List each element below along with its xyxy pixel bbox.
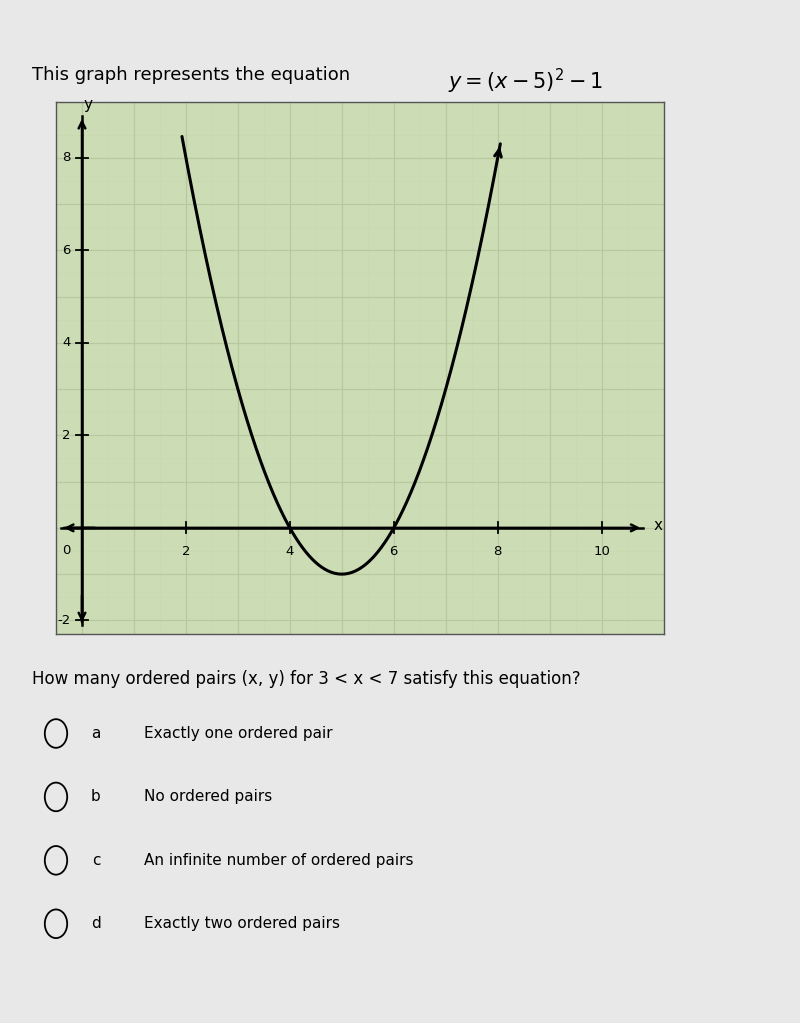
- Text: 6: 6: [62, 243, 70, 257]
- Text: This graph represents the equation: This graph represents the equation: [32, 66, 350, 85]
- Text: 2: 2: [62, 429, 70, 442]
- Text: d: d: [91, 917, 101, 931]
- Text: 4: 4: [286, 545, 294, 559]
- Text: 8: 8: [494, 545, 502, 559]
- Text: How many ordered pairs (x, y) for 3 < x < 7 satisfy this equation?: How many ordered pairs (x, y) for 3 < x …: [32, 670, 581, 688]
- Text: c: c: [92, 853, 100, 868]
- Text: No ordered pairs: No ordered pairs: [144, 790, 272, 804]
- Text: x: x: [654, 518, 662, 533]
- Text: 0: 0: [62, 544, 70, 558]
- Text: $y = (x-5)^2 - 1$: $y = (x-5)^2 - 1$: [448, 66, 603, 96]
- Text: 2: 2: [182, 545, 190, 559]
- Text: 4: 4: [62, 337, 70, 349]
- Text: Exactly two ordered pairs: Exactly two ordered pairs: [144, 917, 340, 931]
- Text: b: b: [91, 790, 101, 804]
- Text: An infinite number of ordered pairs: An infinite number of ordered pairs: [144, 853, 414, 868]
- Text: 8: 8: [62, 151, 70, 165]
- Text: Exactly one ordered pair: Exactly one ordered pair: [144, 726, 333, 741]
- Text: 6: 6: [390, 545, 398, 559]
- Text: a: a: [91, 726, 101, 741]
- Text: y: y: [84, 96, 93, 112]
- Text: -2: -2: [58, 614, 70, 627]
- Text: 10: 10: [594, 545, 610, 559]
